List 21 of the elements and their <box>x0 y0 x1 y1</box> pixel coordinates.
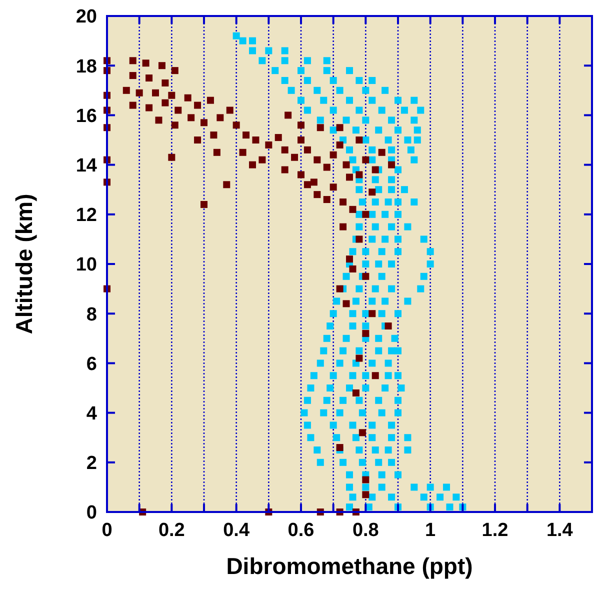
y-tick-label: 10 <box>76 254 97 276</box>
y-axis-title: Altitude (km) <box>11 194 37 334</box>
x-tick-label: 1 <box>425 520 436 541</box>
x-tick-label: 1.2 <box>482 520 508 541</box>
y-tick-label: 12 <box>76 205 97 226</box>
y-tick-label: 16 <box>76 106 97 127</box>
y-tick-label: 20 <box>76 6 97 28</box>
y-tick-label: 2 <box>86 453 97 474</box>
x-tick-label: 0.6 <box>288 520 314 541</box>
x-tick-label: 1.4 <box>546 520 574 541</box>
x-tick-label: 0 <box>102 520 112 541</box>
y-tick-label: 4 <box>86 403 98 424</box>
y-tick-label: 0 <box>86 502 97 524</box>
x-axis-title: Dibromomethane (ppt) <box>226 553 473 579</box>
y-tick-label: 6 <box>86 354 97 375</box>
x-tick-label: 0.4 <box>223 520 250 541</box>
x-tick-label: 0.8 <box>352 520 379 541</box>
y-tick-label: 18 <box>76 56 97 78</box>
y-tick-label: 14 <box>76 155 98 176</box>
y-tick-label: 8 <box>86 304 97 326</box>
x-tick-label: 0.2 <box>158 520 185 541</box>
